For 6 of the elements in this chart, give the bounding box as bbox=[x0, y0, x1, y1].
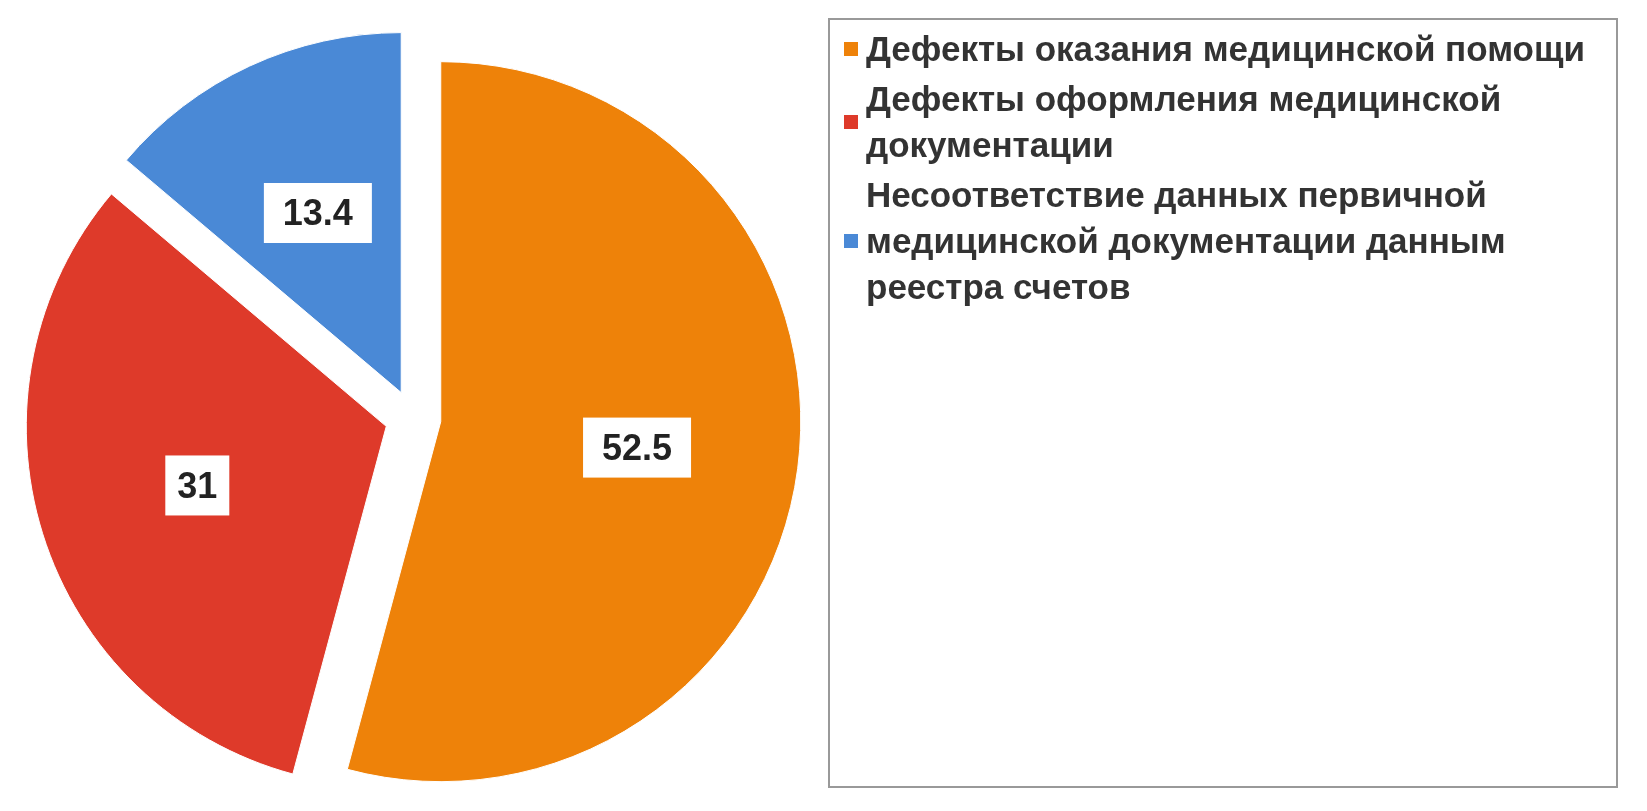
data-label: 13.4 bbox=[282, 192, 353, 234]
legend-label: Дефекты оказания медицинской помощи bbox=[866, 28, 1586, 70]
legend-label: Дефекты оформления медицинской документации bbox=[866, 78, 1503, 166]
data-label: 31 bbox=[177, 464, 218, 506]
data-label: 52.5 bbox=[602, 427, 673, 469]
legend-label: Несоответствие данных первичной медицинской документации данным реестра счетов bbox=[866, 174, 1507, 308]
